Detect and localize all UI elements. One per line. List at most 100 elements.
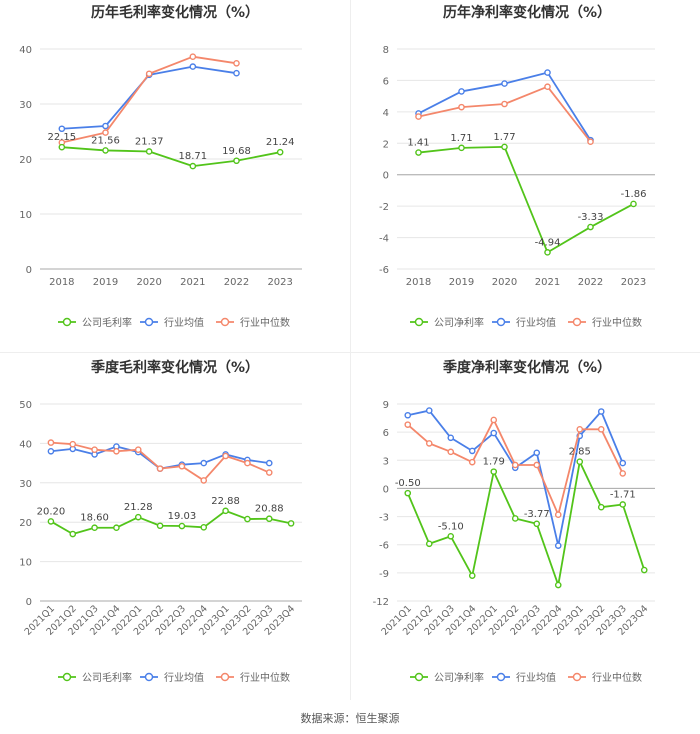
vertical-divider <box>350 0 351 700</box>
data-point-median <box>102 129 109 136</box>
data-label: 21.56 <box>91 135 120 146</box>
data-point-company <box>222 507 229 515</box>
data-point-median <box>47 439 55 446</box>
y-tick-label: 30 <box>19 479 32 490</box>
data-point-median <box>222 452 229 460</box>
data-point-median <box>189 53 197 61</box>
data-point-company <box>468 572 476 579</box>
x-tick-label: 2021 <box>180 277 205 288</box>
legend-marker-avg <box>144 672 154 682</box>
y-tick-label: 20 <box>19 518 32 529</box>
data-point-median <box>178 462 186 470</box>
data-point-avg <box>533 449 541 457</box>
data-point-company <box>490 468 498 475</box>
legend-marker-company <box>414 317 424 327</box>
data-point-median <box>501 100 508 108</box>
data-label: 19.68 <box>222 146 251 157</box>
y-tick-label: 0 <box>383 484 389 495</box>
x-tick-label: 2019 <box>93 277 118 288</box>
data-point-company <box>145 148 153 155</box>
data-point-median <box>265 469 273 476</box>
data-point-median <box>134 446 142 454</box>
data-point-avg <box>47 447 55 455</box>
legend-marker-avg <box>496 317 506 327</box>
chart-title: 历年毛利率变化情况（%） <box>91 4 259 21</box>
y-tick-label: 6 <box>383 76 389 87</box>
chart-title: 季度毛利率变化情况（%） <box>90 359 259 376</box>
data-point-company <box>576 458 584 465</box>
data-point-median <box>415 113 422 120</box>
data-point-median <box>404 421 412 428</box>
data-point-company <box>189 162 197 170</box>
legend-label-median: 行业中位数 <box>592 316 642 329</box>
legend-label-avg: 行业均值 <box>164 316 204 329</box>
y-tick-label: 9 <box>383 400 389 411</box>
y-tick-label: 0 <box>383 171 389 182</box>
data-point-company <box>501 143 508 151</box>
data-point-company <box>544 249 551 256</box>
legend-label-company: 公司净利率 <box>434 316 484 329</box>
data-point-median <box>597 426 605 433</box>
y-tick-label: 10 <box>19 558 32 569</box>
data-source-note: 数据来源：恒生聚源 <box>300 712 400 725</box>
legend-label-median: 行业中位数 <box>240 671 290 684</box>
data-point-company <box>265 515 273 523</box>
x-tick-label: 2018 <box>49 277 74 288</box>
data-point-avg <box>501 80 508 87</box>
data-label: -3.77 <box>524 509 550 520</box>
legend-label-median: 行业中位数 <box>592 671 642 684</box>
data-point-company <box>276 148 284 156</box>
legend-marker-median <box>572 672 582 682</box>
legend-marker-company <box>414 672 424 682</box>
data-label: 18.60 <box>80 513 109 524</box>
data-point-company <box>640 566 648 574</box>
data-label: -1.71 <box>610 489 636 500</box>
data-point-company <box>630 200 637 208</box>
data-point-company <box>458 144 465 152</box>
legend-label-avg: 行业均值 <box>164 671 204 684</box>
y-tick-label: 6 <box>383 428 389 439</box>
data-point-company <box>587 223 594 231</box>
y-tick-label: 10 <box>19 210 32 221</box>
legend-marker-avg <box>496 672 506 682</box>
x-tick-label: 2023 <box>267 277 292 288</box>
data-point-median <box>447 448 455 456</box>
legend-label-median: 行业中位数 <box>240 316 290 329</box>
y-tick-label: -9 <box>379 569 389 580</box>
y-tick-label: 20 <box>19 155 32 166</box>
data-label: 21.37 <box>135 136 164 147</box>
y-tick-label: 50 <box>19 400 32 411</box>
legend-marker-company <box>62 672 72 682</box>
data-point-company <box>91 524 98 532</box>
data-label: 19.03 <box>168 511 197 522</box>
data-point-median <box>490 416 498 424</box>
data-point-avg <box>458 88 465 95</box>
data-point-avg <box>425 407 433 414</box>
data-point-avg <box>619 459 627 467</box>
data-point-avg <box>404 411 412 419</box>
y-tick-label: 0 <box>26 265 32 276</box>
x-tick-label: 2023 <box>621 277 646 288</box>
data-point-company <box>511 515 519 522</box>
y-tick-label: -4 <box>379 234 389 245</box>
series-line-company <box>418 145 634 254</box>
legend-label-avg: 行业均值 <box>516 316 556 329</box>
data-point-median <box>145 70 153 78</box>
data-point-company <box>156 522 164 530</box>
legend-marker-company <box>62 317 72 327</box>
y-tick-label: 4 <box>383 108 389 119</box>
data-point-avg <box>58 125 66 133</box>
series-line-company <box>61 146 281 167</box>
series-line-company <box>406 460 646 586</box>
x-tick-label: 2019 <box>449 277 474 288</box>
data-point-avg <box>233 69 240 77</box>
data-point-median <box>425 440 433 447</box>
legend-label-avg: 行业均值 <box>516 671 556 684</box>
y-tick-label: -12 <box>373 597 389 608</box>
data-label: -3.33 <box>578 212 604 223</box>
data-label: 2.85 <box>569 447 591 458</box>
data-point-company <box>58 143 66 151</box>
data-point-company <box>533 520 541 528</box>
data-label: 21.24 <box>266 137 295 148</box>
